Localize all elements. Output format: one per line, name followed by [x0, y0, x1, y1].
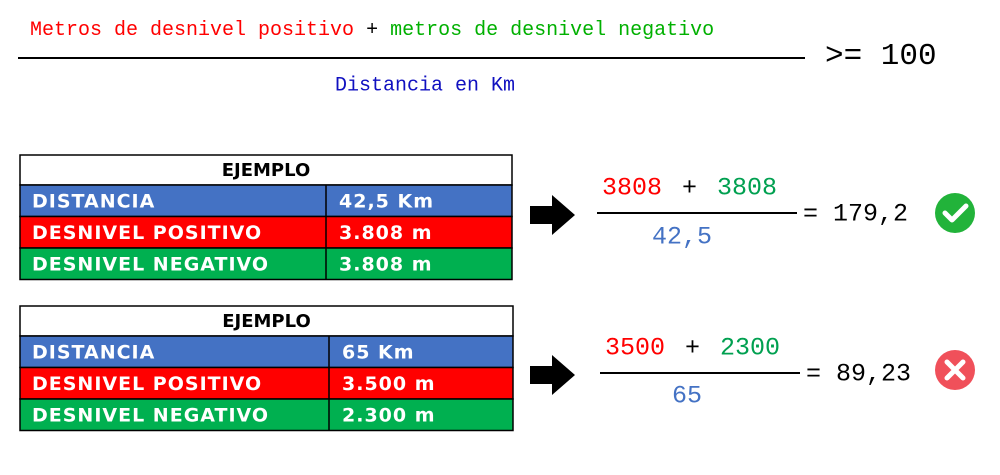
- formula-numerator: Metros de desnivel positivo + metros de …: [30, 19, 714, 42]
- table-header: [19, 305, 514, 337]
- calc-negative: 2300: [720, 334, 780, 363]
- row-value: 42,5 Km: [339, 190, 434, 212]
- formula-negative: metros de desnivel negativo: [390, 19, 714, 42]
- calc-positive: 3500: [605, 334, 665, 363]
- row-value: 2.300 m: [342, 404, 436, 426]
- row-label: DESNIVEL NEGATIVO: [32, 404, 269, 426]
- formula-denominator: Distancia en Km: [335, 74, 515, 97]
- arrow: [530, 195, 575, 235]
- row-value: 3.808 m: [339, 253, 433, 275]
- formula-condition: >= 100: [825, 39, 937, 74]
- row-label: DESNIVEL NEGATIVO: [32, 253, 269, 275]
- row-label: DESNIVEL POSITIVO: [32, 373, 262, 395]
- cross-mark: [944, 359, 966, 381]
- calc-negative: 3808: [717, 174, 777, 203]
- calc-plus: +: [682, 174, 697, 203]
- table-row: [19, 366, 514, 400]
- calc-denominator: 65: [672, 382, 702, 411]
- row-value: 3.808 m: [339, 222, 433, 244]
- table-row: [19, 335, 514, 369]
- calc-positive: 3808: [602, 174, 662, 203]
- formula-plus: +: [366, 19, 378, 42]
- calc-result: = 179,2: [803, 200, 908, 229]
- row-value: 65 Km: [342, 341, 415, 363]
- table-row: [19, 247, 513, 281]
- table-row: [19, 184, 513, 218]
- check-mark: [942, 203, 969, 223]
- table-row: [19, 215, 513, 249]
- row-label: DESNIVEL POSITIVO: [32, 222, 262, 244]
- row-label: DISTANCIA: [32, 190, 155, 212]
- calc-plus: +: [685, 334, 700, 363]
- table-title: EJEMPLO: [222, 160, 311, 181]
- row-label: DISTANCIA: [32, 341, 155, 363]
- calc-result: = 89,23: [806, 360, 911, 389]
- calc-denominator: 42,5: [652, 223, 712, 252]
- table-row: [19, 398, 514, 432]
- formula-positive: Metros de desnivel positivo: [30, 19, 354, 42]
- table-title: EJEMPLO: [222, 311, 311, 332]
- check-icon: [935, 193, 975, 233]
- arrow: [530, 355, 575, 395]
- row-value: 3.500 m: [342, 373, 436, 395]
